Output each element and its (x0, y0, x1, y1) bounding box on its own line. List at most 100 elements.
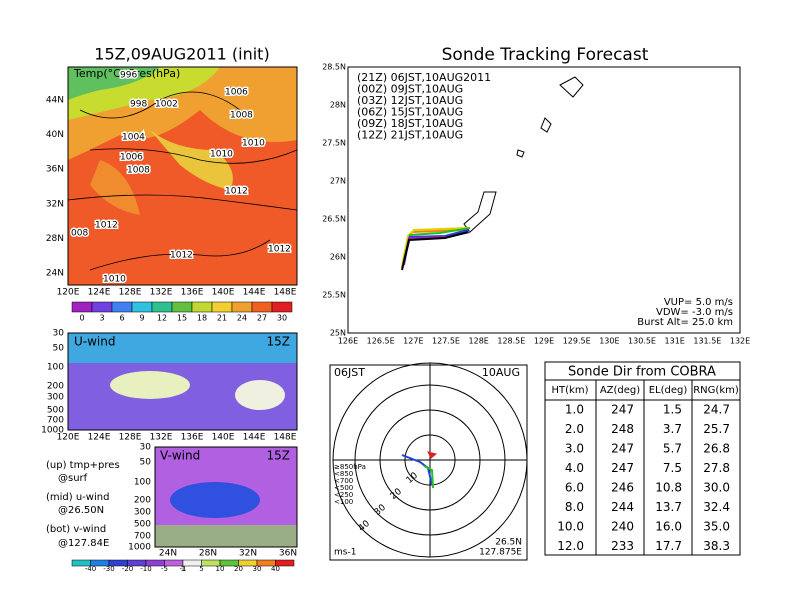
colorbar-cell (251, 301, 273, 313)
table-cell: 247 (611, 461, 634, 475)
panel-time: 15Z (267, 449, 291, 463)
colorbar-cell (191, 301, 213, 313)
contour-label: 1002 (155, 100, 178, 110)
lon-label: 120E (57, 433, 80, 443)
level-label: 200 (47, 382, 64, 392)
colorbar-cell (151, 301, 173, 313)
colorbar-cell (275, 559, 295, 567)
polar-unit: ms-1 (334, 548, 356, 558)
colorbar-label: 18 (197, 314, 207, 323)
table-header: EL(deg) (649, 385, 688, 396)
panel-label: V-wind (160, 449, 200, 463)
table-cell: 3.7 (663, 422, 682, 436)
level-legend: ≥850hPa (334, 463, 366, 471)
lon-label: 128.5E (497, 337, 525, 346)
contour-label: 1010 (103, 275, 126, 285)
contour-label: 1012 (170, 251, 193, 261)
level-label: 30 (53, 329, 65, 339)
table-cell: 248 (611, 422, 634, 436)
table-header: RNG(km) (693, 385, 739, 396)
lon-label: 130E (599, 337, 619, 346)
table-cell: 1.0 (565, 403, 584, 417)
table-cell: 27.8 (703, 461, 730, 475)
lat-label: 32N (46, 199, 64, 209)
table-cell: 246 (611, 481, 634, 495)
level-legend: <250 (334, 491, 353, 499)
polar-lat: 26.5N (495, 538, 522, 548)
legend-entry: (06Z) 15JST,10AUG (357, 106, 463, 119)
level-label: 300 (47, 393, 64, 403)
contour-label: 1006 (225, 88, 248, 98)
level-label: 1000 (41, 426, 64, 436)
lon-label: 136E (181, 288, 204, 298)
level-label: 300 (134, 508, 151, 518)
colorbar-label: 30 (253, 565, 262, 573)
lon-label: 127.5E (432, 337, 460, 346)
table-cell: 13.7 (655, 500, 682, 514)
contour-label: 1010 (210, 150, 233, 160)
ring-label: 30 (373, 503, 388, 518)
level-label: 200 (134, 496, 151, 506)
level-label: 1000 (128, 543, 151, 553)
colorbar-cell (231, 301, 253, 313)
lon-label: 124E (88, 433, 111, 443)
param: Burst Alt= 25.0 km (637, 317, 733, 328)
lon-label: 132E (150, 433, 173, 443)
table-cell: 2.0 (565, 422, 584, 436)
lon-label: 131.5E (693, 337, 721, 346)
colorbar-cell (91, 301, 113, 313)
note: (bot) v-wind (46, 524, 106, 535)
lat-label: 25N (330, 329, 346, 338)
contour-label: 008 (71, 229, 88, 239)
temp-colorbar (71, 301, 293, 313)
colorbar-label: 6 (119, 314, 124, 323)
table-grid (544, 361, 741, 556)
contour-label: 1008 (127, 166, 150, 176)
contour-label: 1012 (95, 221, 118, 231)
table-header: HT(km) (552, 385, 589, 396)
lat-label: 36N (279, 549, 297, 559)
lon-label: 132E (150, 288, 173, 298)
table-cell: 247 (611, 442, 634, 456)
lon-label: 144E (243, 288, 266, 298)
table-cell: 8.0 (565, 500, 584, 514)
table-cell: 233 (611, 539, 634, 553)
legend-entry: (21Z) 06JST,10AUG2011 (357, 71, 491, 84)
colorbar-label: 20 (234, 565, 243, 573)
lat-label: 27N (330, 177, 346, 186)
note: @26.50N (58, 505, 104, 516)
level-label: 500 (47, 406, 64, 416)
tracks (401, 227, 471, 271)
lat-label: 28.5N (322, 63, 346, 72)
polar-time: 06JST (334, 366, 365, 379)
table-cell: 38.3 (703, 539, 730, 553)
level-label: 700 (47, 416, 64, 426)
level-label: 500 (134, 520, 151, 530)
table-cell: 247 (611, 403, 634, 417)
ring-label: 10 (405, 471, 420, 486)
level-label: 100 (134, 478, 151, 488)
table-cell: 26.8 (703, 442, 730, 456)
title: 15Z,09AUG2011 (init) (94, 45, 269, 64)
colorbar-cell (71, 301, 93, 313)
lon-label: 136E (181, 433, 204, 443)
lat-label: 26.5N (322, 215, 346, 224)
colorbar-label: -40 (85, 565, 96, 573)
colorbar-label: -20 (122, 565, 133, 573)
lon-label: 148E (274, 288, 297, 298)
title: Sonde Tracking Forecast (442, 45, 649, 65)
contour-label: 1008 (230, 111, 253, 121)
table-cell: 12.0 (557, 539, 584, 553)
lon-label: 124E (88, 288, 111, 298)
track-frame (347, 66, 741, 334)
panel-time: 15Z (267, 335, 291, 349)
colorbar-label: 10 (216, 565, 225, 573)
colorbar-label: 15 (177, 314, 187, 323)
ring-label: 40 (357, 519, 372, 534)
colorbar-label: -1 (180, 565, 187, 573)
table-cell: 4.0 (565, 461, 584, 475)
lon-label: 140E (212, 433, 235, 443)
map-label: Temp(°C) Pres(hPa) (73, 67, 180, 80)
lon-label: 126E (338, 337, 358, 346)
table-cell: 6.0 (565, 481, 584, 495)
